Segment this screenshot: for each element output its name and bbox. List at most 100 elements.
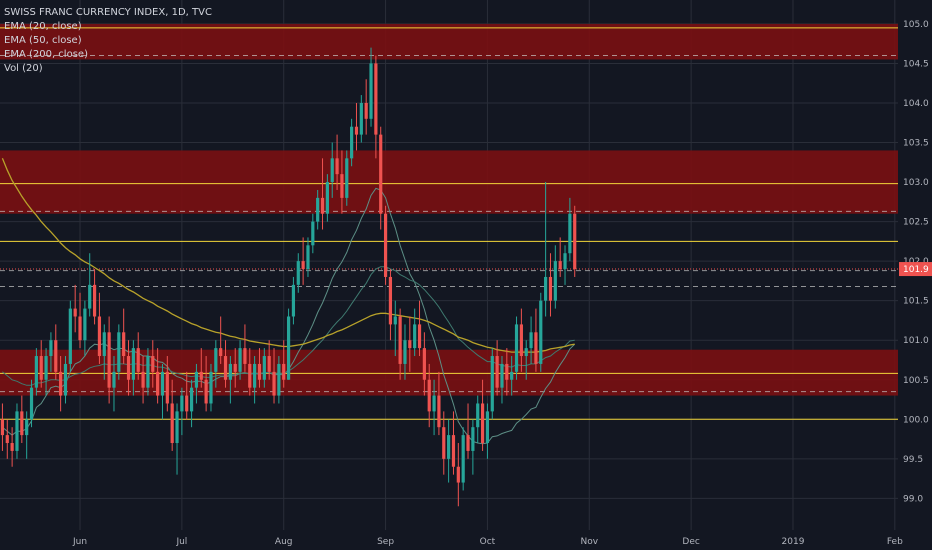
candle-body [223, 356, 228, 380]
legend-ema50[interactable]: EMA (50, close) [4, 35, 82, 46]
candle-body [519, 324, 523, 357]
candle-body [301, 261, 305, 270]
candle-body [432, 395, 436, 412]
y-tick-label: 103.0 [903, 178, 929, 188]
y-tick-label: 100.5 [903, 376, 929, 386]
candle-body [461, 435, 465, 483]
candle-body [296, 261, 300, 285]
candle-body [451, 435, 456, 467]
y-tick-label: 99.0 [903, 494, 923, 504]
candle-body [267, 356, 271, 372]
candle-body [291, 284, 296, 317]
candle-body [10, 443, 14, 451]
candle-body [548, 276, 553, 301]
candle-body [286, 316, 291, 380]
candle-body [219, 348, 223, 357]
candle-body [248, 363, 252, 388]
candle-body [170, 403, 174, 444]
candle-body [63, 363, 68, 396]
candle-body [243, 348, 247, 364]
candle-body [25, 419, 29, 436]
candle-body [408, 340, 412, 349]
candle-body [476, 403, 480, 428]
candle-body [350, 126, 354, 159]
candle-body [340, 174, 344, 198]
candle-body [379, 134, 383, 214]
candle-body [374, 63, 378, 135]
candle-body [49, 340, 53, 357]
candle-body [345, 158, 349, 198]
candles [0, 47, 577, 507]
candle-body [320, 197, 325, 214]
candle-body [165, 371, 169, 404]
last-price-tag: 101.9 [899, 262, 932, 277]
x-tick-label: Sep [377, 537, 394, 547]
candle-body [272, 371, 276, 396]
candle-body [131, 348, 135, 380]
resistance-zone [0, 23, 898, 60]
candle-body [471, 427, 475, 451]
candle-body [180, 395, 184, 412]
legend-title[interactable]: SWISS FRANC CURRENCY INDEX, 1D, TVC [4, 7, 212, 18]
candle-body [563, 253, 567, 270]
y-tick-label: 102.5 [903, 218, 929, 228]
candle-body [151, 356, 155, 372]
candle-body [490, 356, 494, 412]
candle-body [544, 276, 548, 301]
candle-body [447, 435, 451, 459]
candle-body [383, 213, 388, 277]
y-tick-label: 101.0 [903, 336, 929, 346]
time-axis[interactable]: JunJulAugSepOctNovDec2019FebMarAprMay [72, 537, 932, 547]
candle-body [20, 411, 24, 436]
candle-body [335, 158, 339, 175]
candle-body [534, 332, 538, 364]
candle-body [510, 371, 514, 380]
candle-body [364, 102, 368, 119]
y-tick-label: 104.0 [903, 99, 929, 109]
candle-body [73, 308, 77, 317]
x-tick-label: Jul [175, 537, 187, 547]
candle-body [141, 371, 145, 388]
candle-body [257, 363, 262, 380]
candle-body [500, 363, 504, 388]
candle-body [117, 332, 121, 372]
candle-body [5, 435, 9, 444]
resistance-zones [0, 23, 898, 396]
candle-body [262, 356, 266, 380]
candle-body [514, 324, 519, 372]
candle-body [44, 356, 48, 380]
y-tick-label: 103.5 [903, 139, 929, 149]
candle-body [558, 261, 562, 270]
candle-body [311, 221, 315, 246]
candle-body [539, 300, 543, 364]
candle-body [54, 340, 58, 372]
resistance-zone [0, 150, 898, 214]
chart-legend: SWISS FRANC CURRENCY INDEX, 1D, TVC EMA … [4, 6, 212, 76]
candle-body [0, 419, 5, 436]
legend-ema20[interactable]: EMA (20, close) [4, 21, 82, 32]
candle-body [214, 348, 218, 372]
candle-body [156, 371, 160, 396]
y-tick-label: 99.5 [903, 455, 923, 465]
x-tick-label: Oct [480, 537, 496, 547]
resistance-zone [0, 349, 898, 396]
candle-body [175, 411, 179, 444]
candle-body [83, 308, 87, 341]
legend-ema200[interactable]: EMA (200, close) [4, 49, 88, 60]
candle-body [97, 316, 102, 357]
legend-vol[interactable]: Vol (20) [4, 63, 43, 74]
candle-body [524, 348, 528, 357]
candle-body [146, 356, 150, 388]
x-tick-label: Dec [682, 537, 699, 547]
x-tick-label: 2019 [782, 537, 805, 547]
candle-body [199, 371, 203, 380]
candle-body [194, 371, 199, 388]
candle-body [92, 284, 97, 317]
candle-body [107, 332, 111, 388]
candle-body [102, 332, 106, 357]
candle-body [442, 427, 446, 459]
candle-body [253, 363, 257, 388]
candle-body [160, 371, 165, 396]
candle-body [306, 245, 310, 270]
